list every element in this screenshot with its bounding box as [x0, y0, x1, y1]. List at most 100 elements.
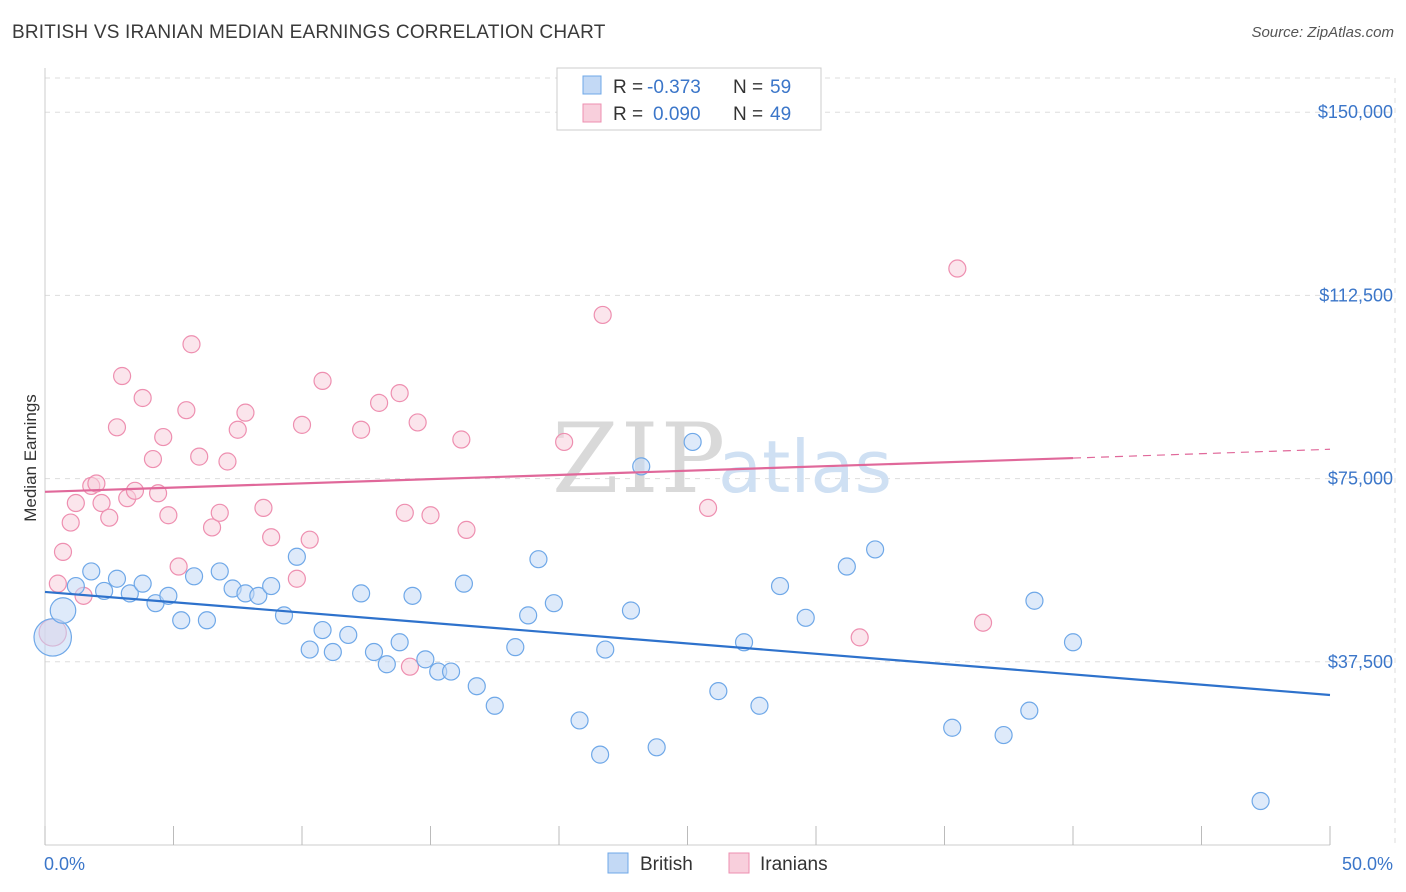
british-point-0: [33, 618, 73, 657]
british-point-24: [352, 584, 371, 603]
axes: [44, 68, 1331, 846]
legend-r-label-british: R =: [613, 77, 643, 98]
iranians-point-28: [254, 498, 273, 518]
iranians-point-29: [262, 528, 281, 547]
iranians-point-33: [313, 371, 332, 390]
iranians-point-11: [112, 366, 132, 386]
british-point-41: [596, 640, 615, 659]
source-label: Source: ZipAtlas.com: [1251, 24, 1394, 41]
british-point-44: [647, 738, 666, 757]
iranians-point-44: [593, 305, 612, 325]
iranians-point-37: [395, 503, 414, 522]
iranians-point-24: [210, 503, 229, 522]
british-point-52: [866, 540, 885, 559]
british-point-57: [1063, 633, 1083, 652]
iranians-point-45: [698, 498, 718, 518]
british-point-50: [796, 608, 815, 627]
iranians-point-21: [182, 335, 201, 354]
british-point-45: [683, 432, 702, 452]
british-point-47: [734, 633, 754, 652]
british-point-32: [454, 574, 474, 593]
british-point-48: [750, 696, 769, 715]
british-point-25: [364, 642, 384, 662]
british-point-58: [1251, 791, 1270, 811]
british-point-38: [544, 594, 563, 613]
british-point-19: [287, 547, 306, 566]
iranians-point-7: [87, 474, 106, 493]
x-tick-labels: 0.0% 50.0%: [44, 854, 1393, 874]
british-trend-line: [44, 590, 1331, 697]
legend-r-value-british: -0.373: [647, 77, 701, 98]
british-point-20: [300, 640, 319, 659]
british-point-51: [837, 557, 856, 576]
legend-swatch-british: [582, 75, 602, 95]
iranians-point-43: [555, 432, 574, 452]
legend-n-value-iranians: 49: [770, 104, 791, 125]
british-point-31: [441, 662, 461, 681]
chart-title: BRITISH VS IRANIAN MEDIAN EARNINGS CORRE…: [12, 22, 606, 43]
iranians-point-1: [48, 574, 67, 593]
british-point-29: [416, 650, 435, 669]
british-point-35: [506, 638, 525, 657]
legend: R = -0.373 N = 59 R = 0.090 N = 49: [556, 67, 822, 131]
british-point-36: [519, 606, 538, 625]
iranians-point-27: [236, 403, 255, 422]
british-point-23: [339, 625, 358, 645]
x-tick-label-0: 0.0%: [44, 854, 85, 874]
iranians-point-15: [143, 449, 163, 469]
british-point-46: [709, 682, 728, 701]
iranians-trend-line: [44, 456, 1074, 493]
british-point-33: [467, 677, 486, 696]
iranians-point-18: [159, 506, 178, 525]
british-point-37: [529, 550, 548, 569]
british-point-18: [274, 606, 294, 625]
british-point-17: [262, 576, 281, 596]
iranians-point-25: [218, 452, 237, 471]
british-point-5: [107, 569, 127, 588]
y-axis-label: Median Earnings: [21, 394, 40, 522]
iranians-point-10: [107, 418, 127, 437]
british-point-55: [1020, 701, 1039, 720]
british-point-28: [403, 586, 422, 605]
british-point-53: [943, 718, 962, 737]
iranians-point-9: [100, 508, 119, 527]
y-tick-labels: $37,500 $75,000 $112,500 $150,000: [1318, 102, 1393, 672]
bottom-legend: British Iranians: [607, 852, 828, 875]
british-point-11: [184, 567, 204, 586]
bottom-legend-swatch-iranians: [728, 852, 750, 874]
british-point-54: [994, 725, 1013, 745]
british-point-22: [323, 642, 342, 662]
iranians-point-48: [973, 613, 993, 632]
iranians-point-36: [390, 384, 409, 403]
bottom-legend-label-iranians: Iranians: [760, 854, 828, 875]
legend-n-label-british: N =: [733, 77, 763, 98]
iranians-point-35: [370, 393, 389, 412]
british-point-42: [621, 601, 641, 620]
legend-swatch-iranians: [582, 103, 602, 123]
british-point-39: [570, 711, 589, 730]
british-point-13: [210, 562, 229, 581]
british-point-40: [591, 745, 610, 764]
iranians-point-13: [125, 481, 145, 500]
iranians-point-17: [154, 427, 173, 447]
british-point-49: [770, 576, 790, 596]
iranians-point-38: [400, 657, 420, 676]
iranians-point-26: [228, 420, 247, 439]
y-tick-label-3: $150,000: [1318, 102, 1393, 122]
iranians-point-32: [300, 530, 319, 549]
iranians-point-41: [452, 430, 471, 449]
british-point-3: [82, 562, 101, 581]
y-tick-label-2: $112,500: [1319, 285, 1393, 305]
british-point-2: [66, 576, 85, 596]
british-point-9: [159, 586, 178, 605]
iranians-point-2: [53, 542, 73, 561]
british-point-16: [249, 586, 268, 605]
british-point-1: [49, 597, 77, 624]
iranians-point-40: [421, 506, 440, 525]
british-point-10: [172, 611, 191, 630]
y-tick-label-1: $75,000: [1328, 469, 1393, 489]
y-tick-label-0: $37,500: [1328, 652, 1393, 672]
iranians-point-47: [948, 259, 967, 278]
british-point-34: [485, 696, 504, 715]
iranians-point-3: [61, 513, 80, 532]
